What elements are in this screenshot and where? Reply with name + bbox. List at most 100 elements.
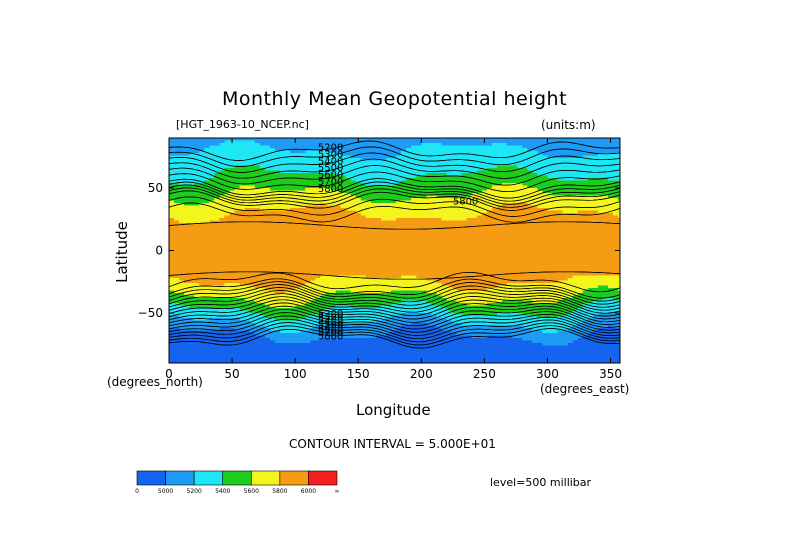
heatmap-cell [517,240,523,244]
heatmap-cell [325,160,332,164]
heatmap-cell [189,138,195,142]
heatmap-cell [350,248,357,252]
heatmap-cell [280,255,286,259]
heatmap-cell [507,150,513,154]
heatmap-cell [290,233,296,237]
heatmap-cell [416,223,422,227]
heatmap-cell [189,158,195,162]
heatmap-cell [522,215,528,219]
heatmap-cell [507,218,513,222]
heatmap-cell [527,163,533,167]
heatmap-cell [567,185,574,189]
heatmap-cell [436,180,443,184]
heatmap-cell [481,143,488,147]
heatmap-cell [441,160,448,164]
heatmap-cell [426,273,432,277]
heatmap-cell [370,195,377,199]
heatmap-cell [446,225,453,229]
heatmap-cell [345,253,352,257]
heatmap-cell [199,168,205,172]
heatmap-cell [300,165,306,169]
heatmap-cell [169,268,175,272]
heatmap-cell [557,273,564,277]
heatmap-cell [295,195,301,199]
heatmap-cell [249,228,256,232]
heatmap-cell [264,228,271,232]
heatmap-cell [547,268,554,272]
heatmap-cell [184,160,190,164]
heatmap-cell [608,225,614,229]
heatmap-cell [608,268,614,272]
heatmap-cell [249,233,256,237]
heatmap-cell [365,218,372,222]
heatmap-cell [355,250,362,254]
heatmap-cell [350,190,357,194]
heatmap-cell [461,193,468,197]
heatmap-cell [219,268,226,272]
heatmap-cell [416,243,422,247]
heatmap-cell [562,203,569,207]
heatmap-cell [436,145,443,149]
heatmap-cell [234,250,241,254]
heatmap-cell [406,193,412,197]
heatmap-cell [441,263,448,267]
heatmap-cell [214,263,221,267]
heatmap-cell [385,150,392,154]
heatmap-cell [184,140,190,144]
heatmap-cell [471,233,478,237]
heatmap-cell [184,193,190,197]
heatmap-cell [552,240,559,244]
heatmap-cell [360,190,367,194]
heatmap-cell [406,153,412,157]
heatmap-cell [234,228,241,232]
heatmap-cell [431,230,438,234]
heatmap-cell [209,238,216,242]
heatmap-cell [360,253,367,257]
heatmap-cell [194,200,200,204]
heatmap-cell [517,233,523,237]
heatmap-cell [547,195,554,199]
heatmap-cell [471,145,478,149]
heatmap-cell [446,233,453,237]
heatmap-cell [532,200,538,204]
heatmap-cell [360,153,367,157]
heatmap-cell [229,210,236,214]
heatmap-cell [335,190,342,194]
heatmap-cell [199,178,205,182]
heatmap-cell [380,235,387,239]
heatmap-cell [491,208,498,212]
heatmap-cell [345,245,352,249]
heatmap-cell [325,178,332,182]
heatmap-cell [542,225,549,229]
heatmap-cell [456,173,463,177]
heatmap-cell [244,138,251,142]
heatmap-cell [249,260,256,264]
heatmap-cell [209,263,216,267]
heatmap-cell [502,248,508,252]
heatmap-cell [249,145,256,149]
heatmap-cell [567,138,574,142]
heatmap-cell [259,138,266,142]
heatmap-cell [290,265,296,269]
heatmap-cell [522,238,528,242]
heatmap-cell [486,255,493,259]
heatmap-cell [254,243,261,247]
heatmap-cell [254,213,261,217]
heatmap-cell [370,163,377,167]
heatmap-cell [194,183,200,187]
heatmap-cell [350,243,357,247]
heatmap-cell [507,258,513,262]
heatmap-cell [592,238,599,242]
heatmap-cell [194,270,200,274]
heatmap-cell [290,245,296,249]
heatmap-cell [456,223,463,227]
heatmap-cell [239,260,246,264]
heatmap-cell [527,230,533,234]
heatmap-cell [542,175,549,179]
heatmap-cell [355,225,362,229]
heatmap-cell [426,158,432,162]
heatmap-cell [406,270,412,274]
heatmap-cell [300,195,306,199]
heatmap-cell [320,165,327,169]
heatmap-cell [552,145,559,149]
